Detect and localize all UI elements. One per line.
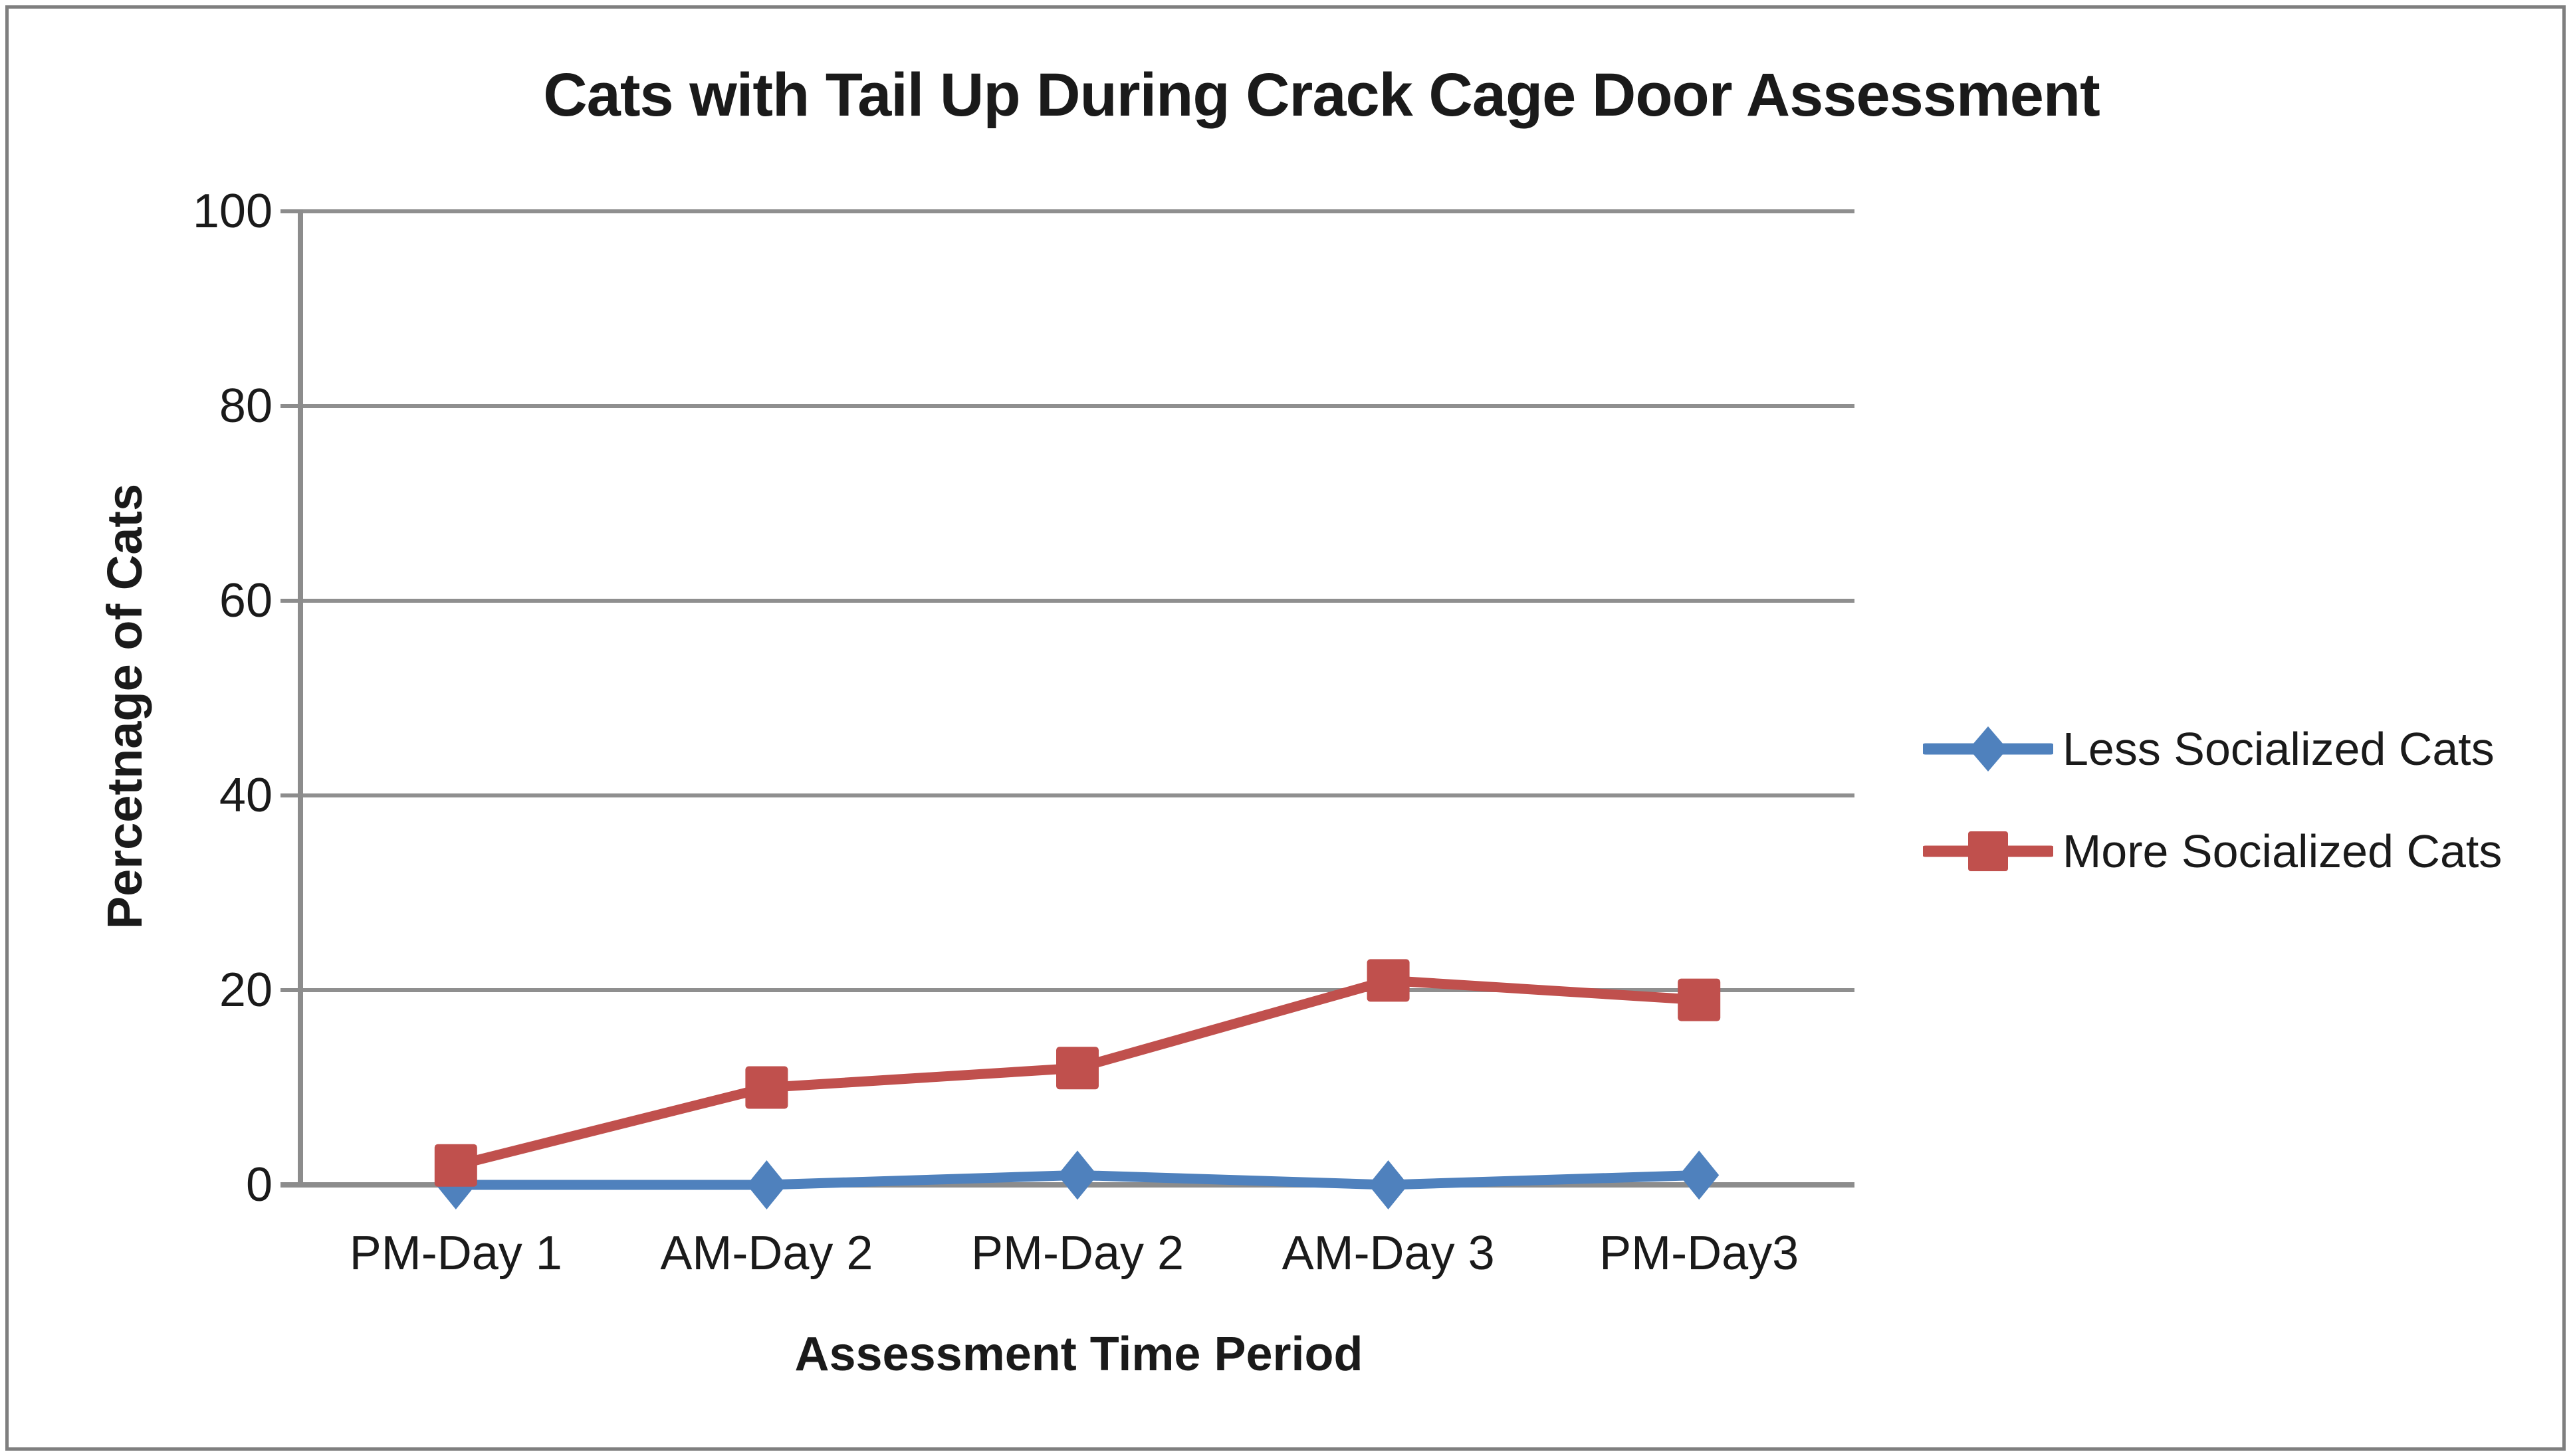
ytick-label-100: 100 [192, 185, 273, 238]
marker-diamond-1 [746, 1160, 787, 1209]
marker-square-0 [434, 1144, 477, 1187]
legend-label: More Socialized Cats [2063, 825, 2503, 877]
ytick-label-0: 0 [245, 1158, 273, 1211]
marker-diamond-2 [1058, 1150, 1097, 1200]
marker-square-2 [1056, 1047, 1099, 1090]
ytick-label-80: 80 [219, 379, 273, 433]
xtick-label-3: AM-Day 3 [1282, 1227, 1495, 1280]
legend-item-less-socialized-cats: Less Socialized Cats [1923, 712, 2502, 786]
marker-diamond-3 [1368, 1160, 1408, 1209]
chart-title: Cats with Tail Up During Crack Cage Door… [543, 61, 2100, 129]
legend-marker-diamond-icon [1923, 726, 2053, 772]
x-axis-title: Assessment Time Period [794, 1328, 1363, 1381]
chart-frame: Cats with Tail Up During Crack Cage Door… [5, 5, 2566, 1451]
plot-area [280, 209, 1854, 1209]
legend-item-more-socialized-cats: More Socialized Cats [1923, 814, 2502, 888]
ytick-label-60: 60 [219, 574, 273, 627]
legend-marker-square-icon [1923, 831, 2053, 871]
ytick-label-40: 40 [219, 769, 273, 822]
legend-label: Less Socialized Cats [2063, 723, 2495, 775]
xtick-label-4: PM-Day3 [1599, 1227, 1799, 1280]
marker-square-1 [745, 1066, 788, 1109]
marker-diamond-4 [1679, 1150, 1720, 1200]
marker-square-3 [1367, 959, 1410, 1002]
marker-square-4 [1678, 978, 1721, 1021]
legend: Less Socialized Cats More Socialized Cat… [1923, 712, 2502, 888]
ytick-label-20: 20 [219, 964, 273, 1017]
xtick-label-0: PM-Day 1 [349, 1227, 562, 1280]
xtick-label-2: PM-Day 2 [970, 1227, 1184, 1280]
xtick-label-1: AM-Day 2 [660, 1227, 873, 1280]
